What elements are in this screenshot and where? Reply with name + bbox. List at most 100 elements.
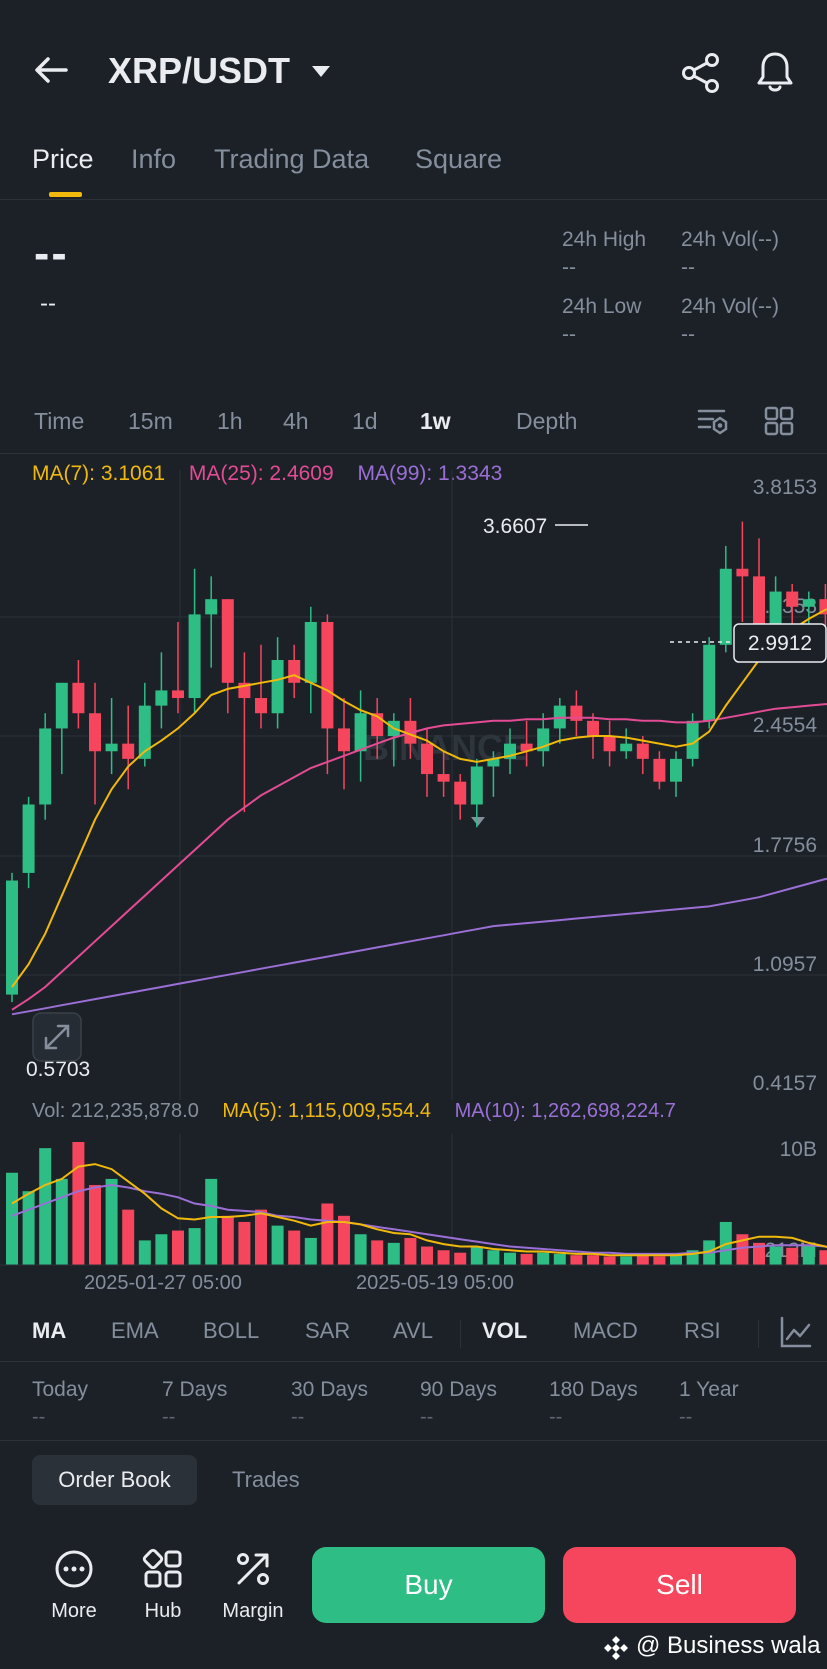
volume-bar (172, 1230, 184, 1265)
tab-order-book[interactable]: Order Book (32, 1455, 197, 1505)
candle-body (736, 568, 749, 577)
candle-body (288, 660, 301, 683)
y-tick: 1.0957 (752, 953, 817, 976)
volume-bar (537, 1252, 550, 1265)
volume-bar (39, 1148, 52, 1265)
candle-body (670, 758, 682, 782)
interval-4h[interactable]: 4h (283, 408, 309, 434)
interval-caret-icon[interactable] (470, 816, 486, 828)
divider (0, 453, 827, 454)
more-label[interactable]: More (51, 1600, 97, 1622)
bell-icon[interactable] (754, 50, 796, 94)
indicator-sar[interactable]: SAR (305, 1318, 351, 1343)
indicator-rsi[interactable]: RSI (684, 1318, 721, 1343)
indicator-vol[interactable]: VOL (482, 1318, 528, 1343)
margin-label[interactable]: Margin (222, 1600, 284, 1622)
share-icon[interactable] (680, 52, 722, 94)
buy-button[interactable]: Buy (312, 1547, 545, 1623)
y-tick: 2.4554 (752, 714, 817, 737)
pair-title[interactable]: XRP/USDT (108, 50, 291, 91)
caret-down-icon[interactable] (310, 60, 332, 82)
y-tick: 0.4157 (752, 1072, 817, 1095)
interval-depth[interactable]: Depth (516, 408, 578, 434)
candle-body (338, 728, 350, 752)
candle-body (89, 713, 101, 752)
hub-label[interactable]: Hub (144, 1600, 182, 1622)
volume-ma5-line (11, 1163, 827, 1257)
period-label: 90 Days (420, 1378, 498, 1401)
period-label: 1 Year (679, 1378, 739, 1401)
back-arrow-icon[interactable] (30, 48, 74, 92)
margin-icon[interactable] (232, 1548, 274, 1590)
interval-time[interactable]: Time (34, 408, 85, 434)
volume-bar (205, 1178, 218, 1265)
high-value: -- (562, 256, 576, 279)
indicator-avl[interactable]: AVL (393, 1318, 433, 1343)
volume-bar (454, 1252, 467, 1265)
volume-bar (155, 1234, 168, 1265)
active-tab-indicator (49, 192, 82, 197)
volume-bar (304, 1237, 317, 1265)
volume-legend: Vol: 212,235,878.0 MA(5): 1,115,009,554.… (32, 1100, 694, 1123)
price-chart[interactable]: BINANCE 3.6607 0.5703 2.9912 (0, 470, 827, 1100)
low-label: 24h Low (562, 295, 642, 318)
x-axis-label: 2025-05-19 05:00 (356, 1272, 514, 1294)
candle-body (437, 774, 450, 782)
layout-grid-icon[interactable] (764, 406, 794, 436)
candle-body (354, 713, 367, 752)
tab-trading-data[interactable]: Trading Data (214, 144, 370, 174)
ma99-line (11, 877, 827, 1016)
candle-body (255, 698, 267, 714)
interval-15m[interactable]: 15m (128, 408, 173, 434)
volume-bar (819, 1250, 827, 1265)
interval-1d[interactable]: 1d (352, 408, 378, 434)
tab-price[interactable]: Price (32, 144, 94, 174)
hub-icon[interactable] (142, 1548, 184, 1590)
interval-1h[interactable]: 1h (217, 408, 243, 434)
indicator-bar: MA EMA BOLL SAR AVL VOL MACD RSI (0, 1306, 827, 1362)
ma25-line (11, 703, 827, 1011)
tab-info[interactable]: Info (131, 144, 177, 174)
volume-bar (753, 1242, 765, 1265)
expand-icon[interactable] (32, 1012, 82, 1062)
candle-body (172, 690, 184, 699)
indicator-ema[interactable]: EMA (111, 1318, 159, 1343)
tab-square[interactable]: Square (415, 144, 503, 174)
sell-button[interactable]: Sell (563, 1547, 796, 1623)
volume-bar (72, 1142, 85, 1265)
volume-bar (238, 1221, 251, 1265)
current-price-tag (733, 623, 827, 663)
volume-bar (387, 1242, 400, 1265)
tab-trades[interactable]: Trades (232, 1467, 300, 1492)
indicator-ma[interactable]: MA (32, 1318, 67, 1343)
volume-bar (670, 1253, 682, 1265)
indicator-chart-icon[interactable] (778, 1314, 814, 1350)
interval-1w[interactable]: 1w (420, 408, 451, 434)
volume-bar (288, 1230, 301, 1265)
period-label: 180 Days (549, 1378, 638, 1401)
candle-body (122, 743, 135, 759)
y-tick: 3.8153 (752, 476, 817, 499)
volume-bar (255, 1209, 267, 1265)
indicator-macd[interactable]: MACD (573, 1318, 638, 1343)
period-label: 7 Days (162, 1378, 228, 1401)
volume-bar (138, 1240, 151, 1265)
candle-body (769, 591, 782, 630)
volume-bar (553, 1253, 566, 1265)
volume-bar (603, 1256, 616, 1265)
indicator-divider (460, 1320, 461, 1348)
vol1-label: 24h Vol(--) (681, 228, 780, 251)
low-marker-label: 0.5703 (26, 1058, 90, 1081)
period-value: -- (679, 1406, 693, 1428)
candle-body (39, 728, 52, 805)
more-icon[interactable] (53, 1548, 95, 1590)
y-tick: 1.7756 (752, 834, 817, 857)
volume-chart[interactable] (0, 1134, 827, 1266)
period-value: -- (291, 1406, 305, 1428)
divider (0, 1440, 827, 1441)
indicator-boll[interactable]: BOLL (203, 1318, 260, 1343)
volume-bar (6, 1172, 18, 1265)
volume-bar (802, 1245, 815, 1265)
period-label: Today (32, 1378, 89, 1401)
chart-settings-icon[interactable] (696, 404, 730, 438)
